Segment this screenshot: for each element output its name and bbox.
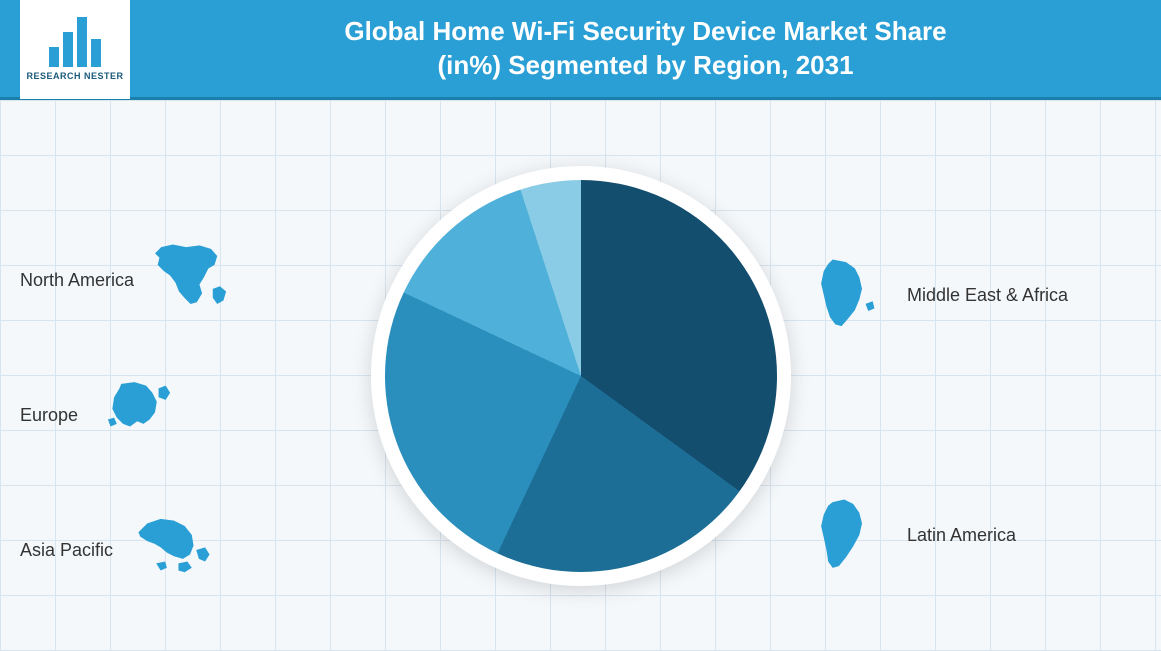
logo-text: RESEARCH NESTER (26, 71, 123, 81)
header-bar: RESEARCH NESTER Global Home Wi-Fi Securi… (0, 0, 1161, 100)
africa-map-icon (801, 255, 891, 335)
legend-label: Asia Pacific (20, 540, 113, 561)
north-america-map-icon (150, 240, 240, 320)
legend-label: Europe (20, 405, 78, 426)
logo-bars-icon (49, 17, 101, 67)
legend-item-mea: Middle East & Africa (801, 255, 1141, 335)
chart-title: Global Home Wi-Fi Security Device Market… (130, 15, 1161, 83)
title-line-1: Global Home Wi-Fi Security Device Market… (130, 15, 1161, 49)
legend-label: Middle East & Africa (907, 285, 1068, 306)
legend-label: Latin America (907, 525, 1016, 546)
south-america-map-icon (801, 495, 891, 575)
legend-item-europe: Europe (20, 375, 360, 455)
legend-item-north-america: North America (20, 240, 360, 320)
legend-item-asia-pacific: Asia Pacific (20, 510, 360, 590)
logo: RESEARCH NESTER (20, 0, 130, 99)
title-line-2: (in%) Segmented by Region, 2031 (130, 49, 1161, 83)
chart-body: North America Europe Asia Pacific Middle… (0, 100, 1161, 651)
pie-slices (385, 180, 777, 572)
legend-item-latin-america: Latin America (801, 495, 1141, 575)
legend-label: North America (20, 270, 134, 291)
pie-chart (371, 166, 791, 586)
europe-map-icon (94, 375, 184, 455)
asia-pacific-map-icon (129, 510, 219, 590)
